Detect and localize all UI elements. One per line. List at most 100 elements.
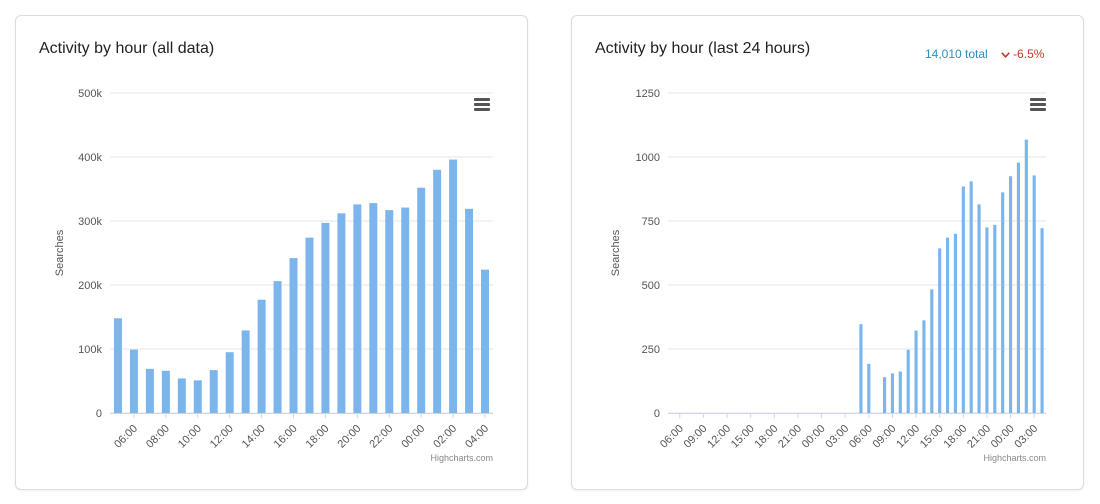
bar[interactable]: [433, 169, 442, 413]
bar[interactable]: [225, 352, 234, 413]
bar[interactable]: [922, 320, 926, 413]
bar[interactable]: [938, 248, 942, 413]
x-tick-label: 16:00: [272, 423, 300, 451]
bar[interactable]: [449, 159, 458, 413]
hamburger-menu-icon[interactable]: [474, 98, 490, 111]
x-tick-label: 06:00: [658, 423, 686, 451]
bar[interactable]: [993, 224, 997, 413]
y-axis-title: Searches: [54, 229, 66, 276]
bar[interactable]: [961, 186, 965, 413]
bar[interactable]: [289, 258, 298, 413]
bar[interactable]: [369, 203, 378, 413]
bar[interactable]: [945, 237, 950, 413]
bar[interactable]: [969, 181, 973, 413]
x-tick-label: 18:00: [304, 423, 332, 451]
y-tick-label: 500k: [78, 88, 102, 100]
bar[interactable]: [898, 371, 902, 413]
bar[interactable]: [890, 373, 895, 413]
bar[interactable]: [321, 222, 330, 413]
x-tick-label: 18:00: [752, 423, 780, 451]
bar[interactable]: [465, 208, 474, 413]
x-tick-label: 00:00: [989, 423, 1017, 451]
bar[interactable]: [337, 213, 346, 413]
bar[interactable]: [305, 237, 314, 413]
x-tick-label: 14:00: [240, 423, 268, 451]
x-tick-label: 06:00: [847, 423, 875, 451]
change-value: -6.5%: [1013, 47, 1045, 61]
chart-title: Activity by hour (last 24 hours): [595, 40, 811, 57]
x-tick-label: 12:00: [894, 423, 922, 451]
x-tick-label: 22:00: [367, 423, 395, 451]
bar[interactable]: [401, 207, 410, 413]
bar-chart-last-24-hours: 025050075010001250Searches06:0009:0012:0…: [610, 88, 1046, 463]
bar[interactable]: [1032, 175, 1036, 413]
bar[interactable]: [953, 233, 958, 413]
y-tick-label: 1000: [636, 152, 660, 164]
bar[interactable]: [257, 299, 266, 413]
bar[interactable]: [241, 330, 250, 413]
y-tick-label: 500: [642, 280, 660, 292]
bar[interactable]: [867, 363, 871, 413]
bar[interactable]: [129, 349, 138, 413]
bar[interactable]: [1001, 192, 1005, 413]
x-tick-label: 04:00: [463, 423, 491, 451]
bar[interactable]: [385, 210, 394, 413]
bar[interactable]: [177, 378, 186, 413]
y-tick-label: 0: [96, 408, 102, 420]
bar[interactable]: [481, 269, 490, 413]
bar[interactable]: [273, 281, 282, 413]
x-tick-label: 06:00: [112, 423, 140, 451]
bar[interactable]: [914, 330, 918, 413]
x-tick-label: 20:00: [336, 423, 364, 451]
bar[interactable]: [1016, 162, 1021, 413]
bar[interactable]: [859, 324, 863, 413]
hamburger-menu-icon[interactable]: [1030, 98, 1046, 111]
x-tick-label: 00:00: [800, 423, 828, 451]
y-axis-title: Searches: [610, 229, 622, 276]
bar[interactable]: [985, 227, 989, 413]
x-tick-label: 09:00: [682, 423, 710, 451]
credits-label[interactable]: Highcharts.com: [430, 453, 493, 463]
y-tick-label: 1250: [636, 88, 660, 100]
y-tick-label: 100k: [78, 344, 102, 356]
x-tick-label: 15:00: [918, 423, 946, 451]
y-tick-label: 200k: [78, 280, 102, 292]
bar[interactable]: [1024, 139, 1028, 413]
chart-card-last-24-hours: Activity by hour (last 24 hours) 14,010 …: [571, 15, 1084, 490]
bar[interactable]: [417, 187, 426, 413]
chart-card-all-data: Activity by hour (all data) 0 100k 200k 300…: [15, 15, 528, 490]
total-count: 14,010 total: [925, 47, 988, 61]
bar[interactable]: [1008, 176, 1013, 413]
y-tick-label: 250: [642, 344, 660, 356]
x-tick-label: 21:00: [776, 423, 804, 451]
x-tick-label: 12:00: [705, 423, 733, 451]
bar[interactable]: [882, 377, 887, 413]
x-tick-label: 02:00: [431, 423, 459, 451]
bar[interactable]: [209, 370, 218, 413]
summary: 14,010 total -6.5%: [925, 47, 1044, 61]
credits-label[interactable]: Highcharts.com: [983, 453, 1046, 463]
bar[interactable]: [193, 380, 202, 413]
x-tick-label: 09:00: [871, 423, 899, 451]
x-tick-label: 03:00: [1012, 423, 1040, 451]
bar[interactable]: [1040, 228, 1044, 413]
y-tick-label: 0: [654, 408, 660, 420]
bar[interactable]: [930, 289, 934, 413]
x-tick-label: 00:00: [399, 423, 427, 451]
x-tick-label: 21:00: [965, 423, 993, 451]
bar[interactable]: [906, 349, 910, 413]
x-tick-label: 18:00: [941, 423, 969, 451]
y-tick-label: 750: [642, 216, 660, 228]
bar[interactable]: [145, 368, 154, 413]
x-tick-label: 08:00: [144, 423, 172, 451]
bar[interactable]: [353, 204, 362, 413]
chevron-down-icon: [1001, 47, 1010, 61]
x-tick-label: 10:00: [176, 423, 204, 451]
bar[interactable]: [161, 370, 170, 413]
x-tick-label: 03:00: [823, 423, 851, 451]
bar[interactable]: [113, 318, 122, 413]
bar[interactable]: [977, 204, 981, 413]
x-tick-label: 15:00: [729, 423, 757, 451]
chart-title: Activity by hour (all data): [39, 40, 215, 57]
